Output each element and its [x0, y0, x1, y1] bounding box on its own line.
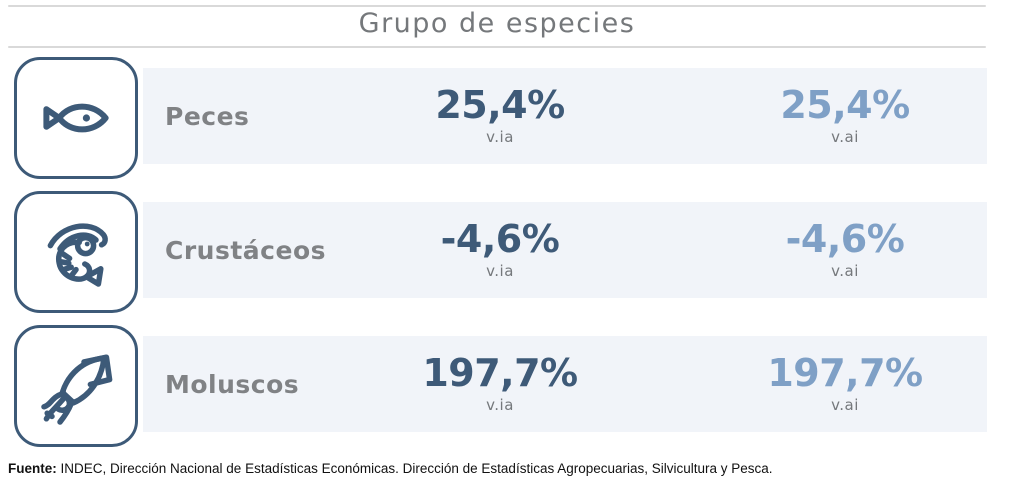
via-value: 25,4%: [435, 83, 565, 128]
vai-value: 197,7%: [767, 351, 923, 396]
source-text: INDEC, Dirección Nacional de Estadística…: [56, 461, 773, 476]
via-value-group: -4,6% v.ia: [390, 202, 610, 298]
via-value-group: 197,7% v.ia: [390, 336, 610, 432]
vai-value: 25,4%: [780, 83, 910, 128]
species-row-crustaceos: Crustáceos -4,6% v.ia -4,6% v.ai: [0, 191, 1024, 313]
vai-value: -4,6%: [785, 217, 905, 262]
species-icon-card: [14, 57, 138, 179]
via-value: 197,7%: [422, 351, 578, 396]
via-value: -4,6%: [440, 217, 560, 262]
top-divider: [8, 5, 986, 7]
shrimp-icon: [36, 212, 116, 292]
vai-value-group: -4,6% v.ai: [735, 202, 955, 298]
vai-value-group: 197,7% v.ai: [735, 336, 955, 432]
source-note: Fuente: INDEC, Dirección Nacional de Est…: [8, 461, 1008, 476]
vai-caption: v.ai: [831, 261, 859, 280]
species-icon-card: [14, 191, 138, 313]
species-label: Moluscos: [165, 369, 300, 399]
via-caption: v.ia: [486, 127, 514, 146]
species-icon-card: [14, 325, 138, 447]
squid-icon: [36, 346, 116, 426]
fish-icon: [36, 78, 116, 158]
species-band: Peces 25,4% v.ia 25,4% v.ai: [143, 68, 987, 164]
vai-caption: v.ai: [831, 127, 859, 146]
species-label: Crustáceos: [165, 235, 327, 265]
species-band: Moluscos 197,7% v.ia 197,7% v.ai: [143, 336, 987, 432]
via-value-group: 25,4% v.ia: [390, 68, 610, 164]
source-label: Fuente:: [8, 461, 57, 476]
species-row-peces: Peces 25,4% v.ia 25,4% v.ai: [0, 57, 1024, 179]
species-label: Peces: [165, 101, 250, 131]
page-title: Grupo de especies: [358, 8, 636, 39]
via-caption: v.ia: [486, 261, 514, 280]
vai-caption: v.ai: [831, 395, 859, 414]
vai-value-group: 25,4% v.ai: [735, 68, 955, 164]
title-divider: [8, 46, 986, 48]
species-row-moluscos: Moluscos 197,7% v.ia 197,7% v.ai: [0, 325, 1024, 447]
species-band: Crustáceos -4,6% v.ia -4,6% v.ai: [143, 202, 987, 298]
via-caption: v.ia: [486, 395, 514, 414]
